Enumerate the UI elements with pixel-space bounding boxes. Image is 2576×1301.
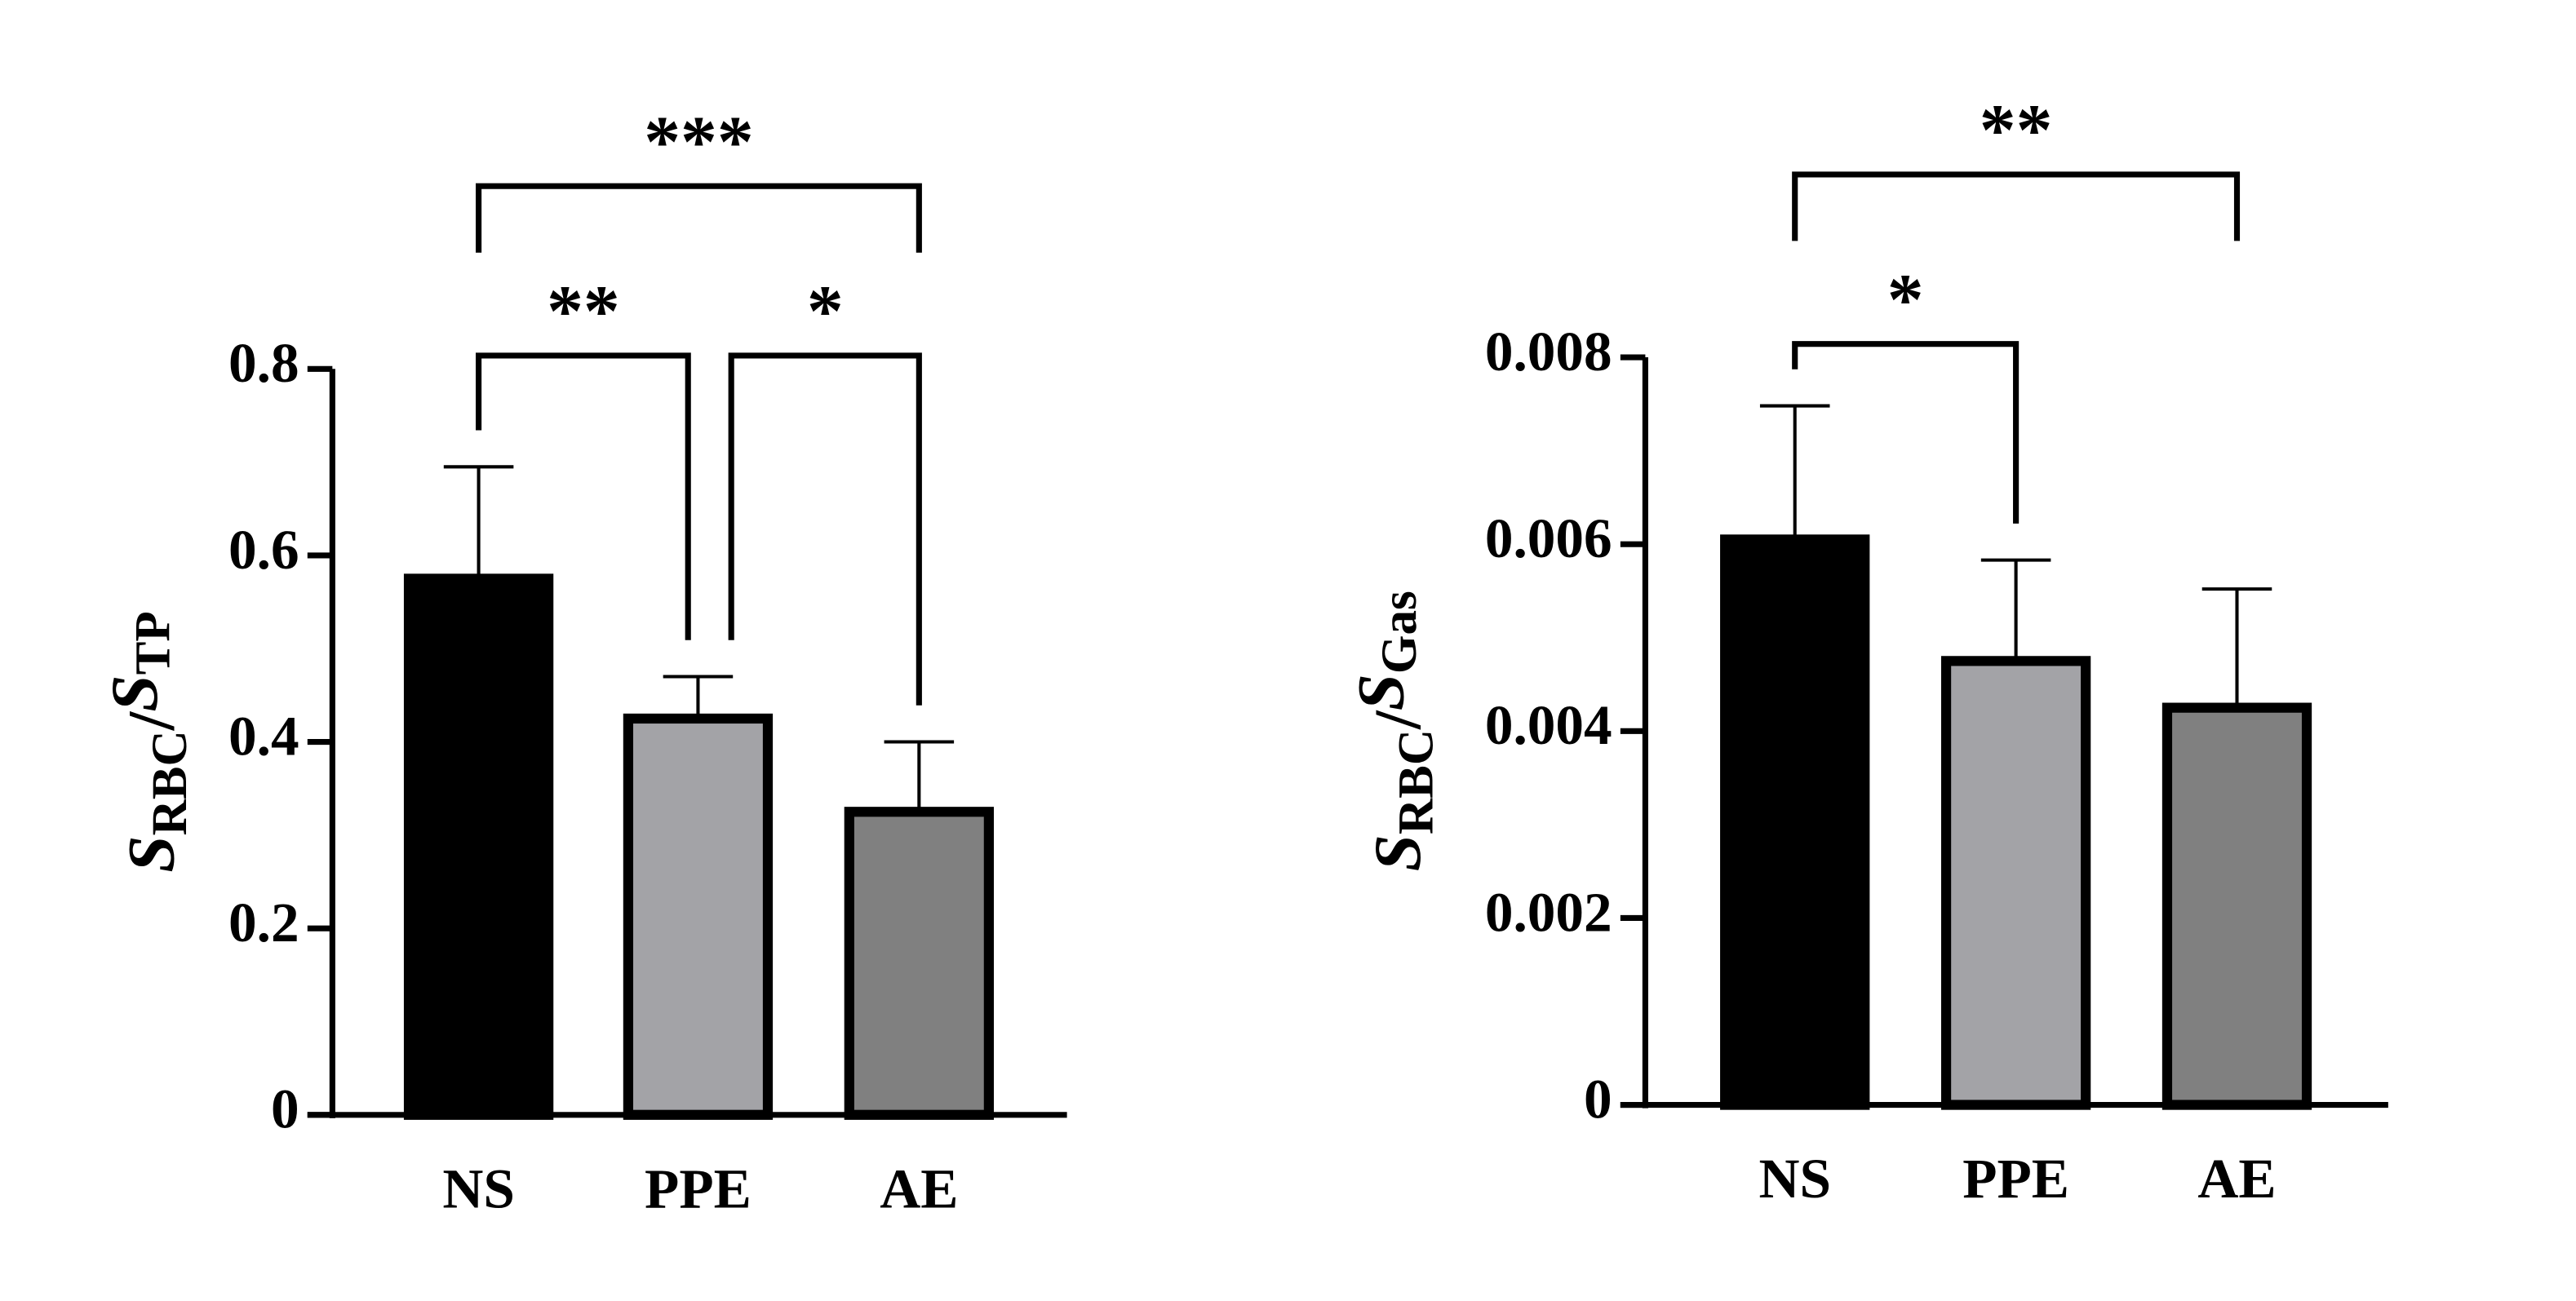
significance-label: * xyxy=(1887,259,1924,340)
significance-label: ** xyxy=(1980,91,2053,171)
y-axis-label-part: RBC xyxy=(143,730,197,835)
y-tick-label: 0.2 xyxy=(228,891,299,954)
bar xyxy=(403,573,554,1120)
y-axis-label-part: TP xyxy=(126,611,181,675)
y-axis-label: SRBC/SGas xyxy=(1343,591,1443,871)
x-tick-label: PPE xyxy=(1962,1147,2069,1210)
bar xyxy=(1940,656,2091,1110)
y-tick-label: 0.004 xyxy=(1485,693,1612,756)
significance-bracket xyxy=(476,352,691,640)
y-tick-label: 0.008 xyxy=(1485,320,1612,383)
x-tick-label: AE xyxy=(880,1157,958,1219)
x-tick-label: NS xyxy=(442,1157,515,1219)
significance-bracket xyxy=(1792,171,2241,241)
y-tick-label: 0 xyxy=(1584,1067,1612,1130)
y-axis-label-part: S xyxy=(113,835,188,872)
significance-bracket xyxy=(728,352,922,706)
y-axis-label: SRBC/STP xyxy=(97,611,197,872)
y-tick-label: 0.4 xyxy=(228,704,299,767)
significance-label: * xyxy=(807,272,844,352)
y-axis-label-part: S xyxy=(1343,674,1417,710)
significance-label: *** xyxy=(644,102,753,183)
x-tick-label: PPE xyxy=(645,1157,752,1219)
y-axis-label-part: S xyxy=(97,675,171,711)
y-tick-label: 0.002 xyxy=(1485,880,1612,943)
significance-bracket xyxy=(1792,341,2020,524)
y-axis-label-part: / xyxy=(113,710,188,731)
x-tick-label: NS xyxy=(1758,1147,1831,1210)
bar xyxy=(623,713,774,1120)
bar xyxy=(844,807,994,1120)
y-tick-label: 0.006 xyxy=(1485,507,1612,569)
significance-label: ** xyxy=(547,272,620,352)
x-tick-label: AE xyxy=(2197,1147,2276,1210)
bar xyxy=(1720,534,1870,1110)
y-tick-label: 0.6 xyxy=(228,518,299,581)
bar xyxy=(2161,702,2312,1110)
significance-bracket xyxy=(476,183,922,253)
y-tick-label: 0.8 xyxy=(228,331,299,394)
y-axis-label-part: Gas xyxy=(1372,591,1427,674)
y-axis-label-part: / xyxy=(1360,710,1434,730)
y-axis-label-part: RBC xyxy=(1389,729,1443,834)
y-axis-label-part: S xyxy=(1360,834,1434,871)
y-tick-label: 0 xyxy=(271,1078,299,1140)
